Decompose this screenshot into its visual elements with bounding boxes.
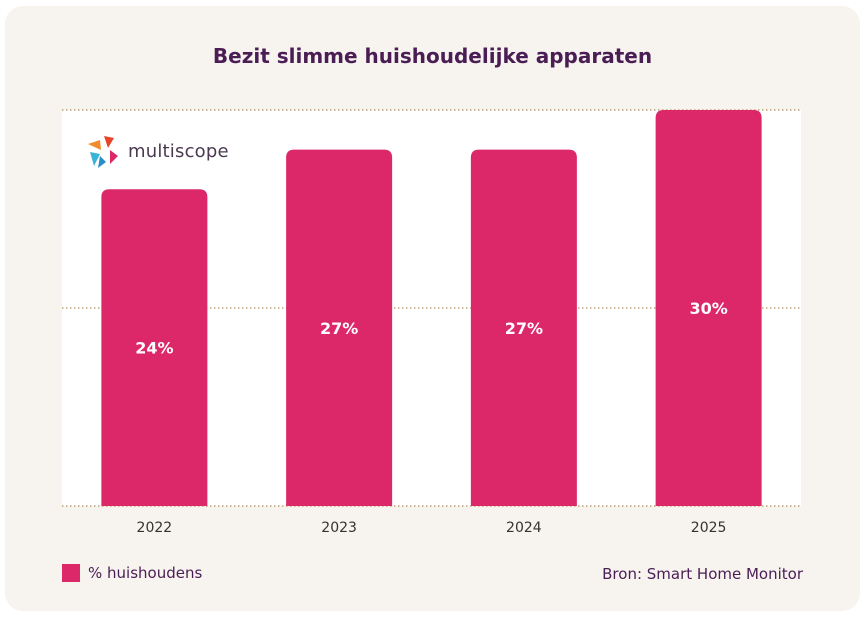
x-tick-2022: 2022 [137, 520, 173, 536]
logo-text: multiscope [128, 140, 229, 162]
chart-title: Bezit slimme huishoudelijke apparaten [212, 44, 653, 68]
legend-swatch [62, 564, 80, 582]
data-label-2025: 30% [689, 299, 727, 318]
bar-2023 [286, 149, 393, 506]
data-labels: 24% 27% 27% 30% [135, 299, 728, 358]
bar-2025 [655, 110, 762, 506]
bars [101, 110, 762, 506]
multiscope-logo-icon [88, 136, 118, 168]
legend-label: % huishoudens [88, 564, 203, 582]
bar-2024 [470, 149, 577, 506]
multiscope-logo: multiscope [84, 133, 229, 169]
legend: % huishoudens [62, 564, 202, 582]
data-label-2023: 27% [320, 319, 358, 338]
data-label-2024: 27% [505, 319, 543, 338]
x-tick-2024: 2024 [506, 520, 542, 536]
x-tick-labels: 2022 2023 2024 2025 [137, 520, 727, 536]
data-label-2022: 24% [135, 339, 173, 358]
x-tick-2025: 2025 [691, 520, 727, 536]
source-note: Bron: Smart Home Monitor [602, 565, 803, 583]
x-tick-2023: 2023 [321, 520, 357, 536]
bar-2022 [101, 189, 208, 506]
